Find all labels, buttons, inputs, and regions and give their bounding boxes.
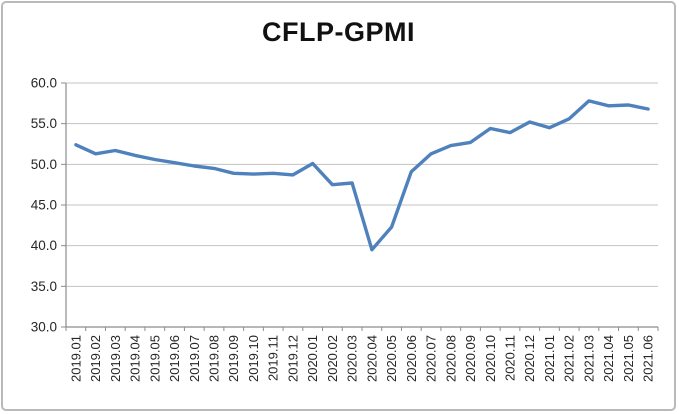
y-tick-label: 55.0 [31, 116, 57, 131]
x-tick-label: 2019.07 [187, 335, 202, 382]
y-tick-label: 40.0 [31, 238, 57, 253]
x-tick-label: 2019.12 [285, 335, 300, 382]
x-tick-label: 2020.03 [345, 335, 360, 382]
y-tick-label: 30.0 [31, 320, 57, 335]
x-tick-label: 2020.01 [305, 335, 320, 382]
y-tick-label: 35.0 [31, 279, 57, 294]
x-tick-label: 2021.02 [562, 335, 577, 382]
x-tick-label: 2021.05 [621, 335, 636, 382]
y-tick-label: 45.0 [31, 198, 57, 213]
x-tick-label: 2019.11 [266, 335, 281, 381]
x-tick-label: 2019.06 [167, 335, 182, 382]
x-tick-label: 2021.01 [542, 335, 557, 382]
x-tick-label: 2019.05 [147, 335, 162, 382]
x-tick-label: 2021.03 [581, 335, 596, 382]
x-tick-label: 2019.01 [68, 335, 83, 382]
y-tick-label: 60.0 [31, 76, 57, 91]
x-tick-label: 2020.11 [503, 335, 518, 381]
x-tick-label: 2019.04 [128, 335, 143, 382]
chart-title: CFLP-GPMI [262, 17, 415, 47]
x-tick-label: 2020.02 [325, 335, 340, 382]
x-tick-label: 2021.06 [641, 335, 656, 382]
x-tick-label: 2020.05 [384, 335, 399, 382]
x-tick-label: 2020.08 [443, 335, 458, 382]
x-tick-label: 2019.02 [88, 335, 103, 382]
x-tick-label: 2019.09 [226, 335, 241, 382]
x-tick-label: 2021.04 [601, 335, 616, 382]
x-tick-label: 2020.04 [364, 335, 379, 382]
x-tick-label: 2019.08 [207, 335, 222, 382]
x-tick-label: 2020.09 [463, 335, 478, 382]
y-tick-label: 50.0 [31, 157, 57, 172]
x-tick-label: 2019.10 [246, 335, 261, 382]
x-tick-label: 2020.07 [424, 335, 439, 382]
x-tick-label: 2020.06 [404, 335, 419, 382]
x-tick-label: 2019.03 [108, 335, 123, 382]
line-chart-canvas: 30.0 35.0 40.0 45.0 50.0 55.0 60.0 2019.01 2019.… [31, 76, 659, 382]
x-tick-label: 2020.10 [483, 335, 498, 382]
x-tick-label: 2020.12 [522, 335, 537, 382]
data-series-line [74, 99, 650, 252]
